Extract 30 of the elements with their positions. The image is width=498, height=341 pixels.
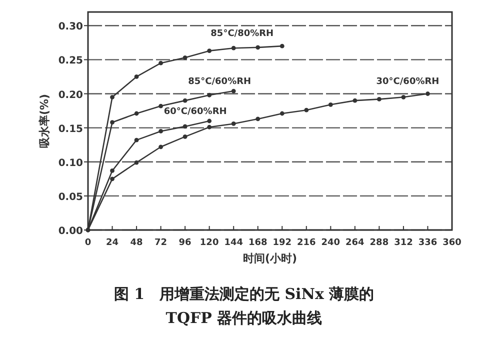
series-label: 85°C/80%RH (210, 29, 274, 40)
y-axis-title: 吸水率(%) (38, 94, 51, 148)
x-tick-label: 144 (224, 238, 243, 248)
x-tick-label: 120 (200, 238, 219, 248)
x-tick-label: 264 (346, 238, 364, 248)
x-tick-label: 24 (106, 238, 119, 248)
x-tick-label: 168 (248, 238, 268, 248)
y-tick-label: 0.00 (58, 226, 84, 237)
series-label: 30°C/60%RH (376, 76, 440, 87)
x-tick-label: 336 (418, 238, 438, 248)
y-tick-label: 0.20 (58, 90, 84, 101)
y-tick-label: 0.25 (58, 56, 84, 67)
text: 图 1 用增重法测定的无 SiNx 薄膜的 TQFP 器件的吸水曲线 (112, 284, 376, 329)
x-axis-title: 时间(小时) (242, 252, 298, 265)
series-label: 85°C/60%RH (188, 77, 252, 88)
x-tick-label: 0 (84, 238, 92, 248)
y-tick-label: 0.05 (58, 192, 84, 203)
y-tick-label: 0.30 (58, 22, 84, 33)
x-tick-label: 312 (394, 238, 413, 248)
x-tick-label: 360 (442, 238, 462, 248)
series-label: 60°C/60%RH (164, 107, 227, 117)
x-tick-label: 72 (154, 238, 168, 248)
y-tick-label: 0.15 (58, 124, 84, 135)
x-tick-label: 192 (272, 238, 292, 248)
x-tick-label: 216 (297, 238, 316, 248)
x-tick-label: 48 (130, 238, 143, 248)
x-tick-label: 96 (178, 238, 192, 248)
x-tick-label: 288 (370, 238, 389, 248)
y-tick-label: 0.10 (58, 158, 84, 169)
x-tick-label: 240 (321, 238, 340, 248)
